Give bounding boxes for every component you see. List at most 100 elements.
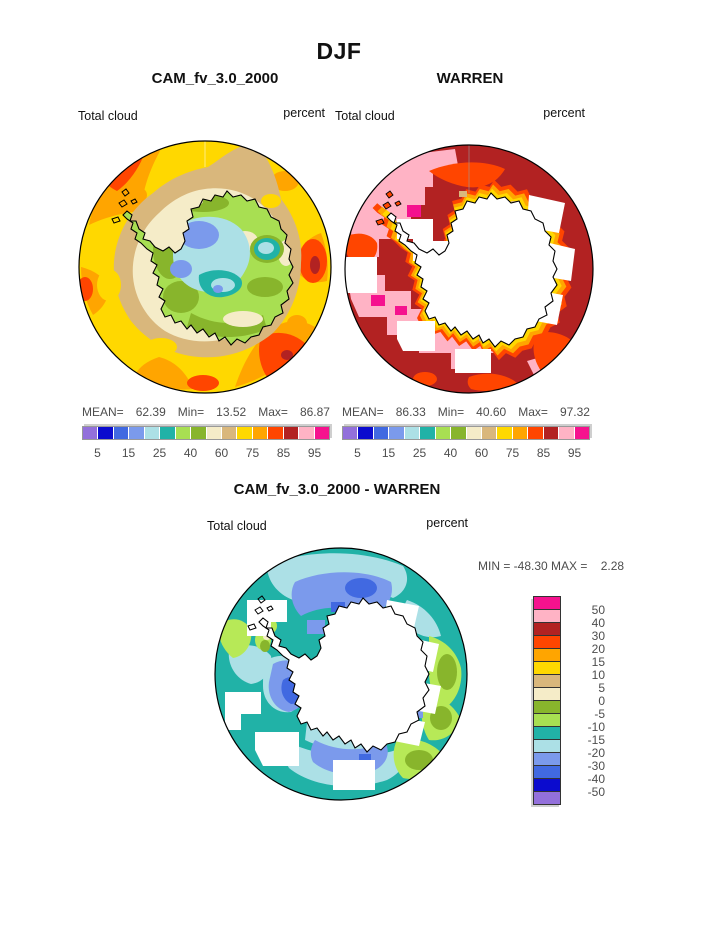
colorbar-cell	[299, 427, 314, 439]
colorbar-cell	[237, 427, 252, 439]
colorbar-cell	[497, 427, 512, 439]
diff-colorbar-label: -10	[587, 720, 605, 734]
colorbar-tick-label: 95	[307, 446, 322, 460]
warren-colorbar	[342, 426, 590, 440]
colorbar-cell	[175, 427, 191, 439]
diff-panel-title: CAM_fv_3.0_2000 - WARREN	[233, 481, 441, 498]
diff-colorbar-cell	[533, 739, 561, 753]
colorbar-cell	[314, 427, 329, 439]
diff-colorbar-cell	[533, 778, 561, 792]
min-value: 13.52	[216, 405, 247, 419]
diff-colorbar-label: 0	[598, 694, 605, 708]
colorbar-cell	[574, 427, 589, 439]
colorbar-cell	[404, 427, 420, 439]
colorbar-cell	[268, 427, 283, 439]
diff-colorbar-label: -30	[587, 759, 605, 773]
diff-colorbar-cell	[533, 596, 561, 610]
diff-colorbar-cell	[533, 700, 561, 714]
colorbar-cell	[113, 427, 129, 439]
right-field-label: Total cloud	[335, 109, 395, 123]
diff-units-label: percent	[426, 516, 468, 530]
diff-colorbar-cell	[533, 791, 561, 805]
left-units-label: percent	[283, 106, 325, 120]
colorbar-tick-label: 15	[381, 446, 396, 460]
colorbar-cell	[160, 427, 175, 439]
colorbar-tick-label: 85	[276, 446, 291, 460]
colorbar-cell	[252, 427, 268, 439]
cam-colorbar-ticks: 5 15 25 40 60 75 85 95	[82, 446, 330, 460]
right-units-label: percent	[543, 106, 585, 120]
left-field-label: Total cloud	[78, 109, 138, 123]
difference-map	[214, 547, 468, 801]
diff-colorbar-cell	[533, 765, 561, 779]
colorbar-tick-label: 5	[354, 446, 361, 460]
diff-colorbar-label: 20	[591, 642, 605, 656]
diff-colorbar-cell	[533, 609, 561, 623]
diff-field-label: Total cloud	[207, 519, 267, 533]
min-value: 40.60	[476, 405, 507, 419]
colorbar-cell	[283, 427, 299, 439]
cam-total-cloud-map	[78, 140, 332, 394]
diff-colorbar-label: -20	[587, 746, 605, 760]
diff-colorbar-cell	[533, 687, 561, 701]
max-label: Max=	[518, 405, 548, 419]
max-value: 86.87	[299, 405, 330, 419]
warren-colorbar-ticks: 5 15 25 40 60 75 85 95	[342, 446, 590, 460]
colorbar-cell	[129, 427, 144, 439]
diff-colorbar-label: 40	[591, 616, 605, 630]
colorbar-cell	[481, 427, 497, 439]
colorbar-cell	[543, 427, 559, 439]
colorbar-cell	[83, 427, 98, 439]
diff-colorbar-cell	[533, 648, 561, 662]
diff-colorbar-cell	[533, 622, 561, 636]
diff-colorbar-cell	[533, 635, 561, 649]
colorbar-cell	[389, 427, 404, 439]
warren-stats-row: MEAN= 86.33 Min= 40.60 Max= 97.32	[342, 405, 590, 419]
mean-label: MEAN=	[342, 405, 384, 419]
colorbar-cell	[144, 427, 160, 439]
diff-colorbar-cell	[533, 661, 561, 675]
colorbar-tick-label: 40	[443, 446, 458, 460]
colorbar-cell	[206, 427, 221, 439]
colorbar-cell	[221, 427, 237, 439]
colorbar-tick-label: 25	[152, 446, 167, 460]
max-value: 97.32	[559, 405, 590, 419]
min-label: Min=	[177, 405, 205, 419]
diff-colorbar-label: -40	[587, 772, 605, 786]
cam-colorbar	[82, 426, 330, 440]
right-panel-title: WARREN	[436, 70, 504, 87]
colorbar-tick-label: 75	[505, 446, 520, 460]
colorbar-cell	[373, 427, 389, 439]
season-title: DJF	[316, 38, 362, 64]
left-panel-title: CAM_fv_3.0_2000	[151, 70, 279, 87]
warren-total-cloud-map	[344, 144, 594, 394]
diff-colorbar-label: -15	[587, 733, 605, 747]
diff-colorbar-label: 50	[591, 603, 605, 617]
diff-colorbar-cell	[533, 752, 561, 766]
diff-colorbar-cell	[533, 726, 561, 740]
colorbar-cell	[191, 427, 206, 439]
colorbar-cell	[98, 427, 113, 439]
colorbar-tick-label: 60	[214, 446, 229, 460]
mean-label: MEAN=	[82, 405, 124, 419]
colorbar-tick-label: 85	[536, 446, 551, 460]
mean-value: 62.39	[135, 405, 166, 419]
colorbar-cell	[528, 427, 543, 439]
diff-colorbar-labels: 50 40 30 20 15 10 5 0 -5 -10 -15 -20 -30 -40 -50	[561, 597, 605, 805]
diff-colorbar-cell	[533, 674, 561, 688]
colorbar-cell	[420, 427, 435, 439]
colorbar-cell	[466, 427, 481, 439]
colorbar-cell	[435, 427, 451, 439]
colorbar-tick-label: 95	[567, 446, 582, 460]
colorbar-tick-label: 75	[245, 446, 260, 460]
colorbar-tick-label: 60	[474, 446, 489, 460]
colorbar-cell	[343, 427, 358, 439]
diff-colorbar-label: -5	[594, 707, 605, 721]
colorbar-cell	[512, 427, 528, 439]
colorbar-cell	[358, 427, 373, 439]
diff-colorbar-cell	[533, 713, 561, 727]
diff-colorbar-label: 15	[591, 655, 605, 669]
diff-colorbar-label: 5	[598, 681, 605, 695]
colorbar-cell	[559, 427, 574, 439]
